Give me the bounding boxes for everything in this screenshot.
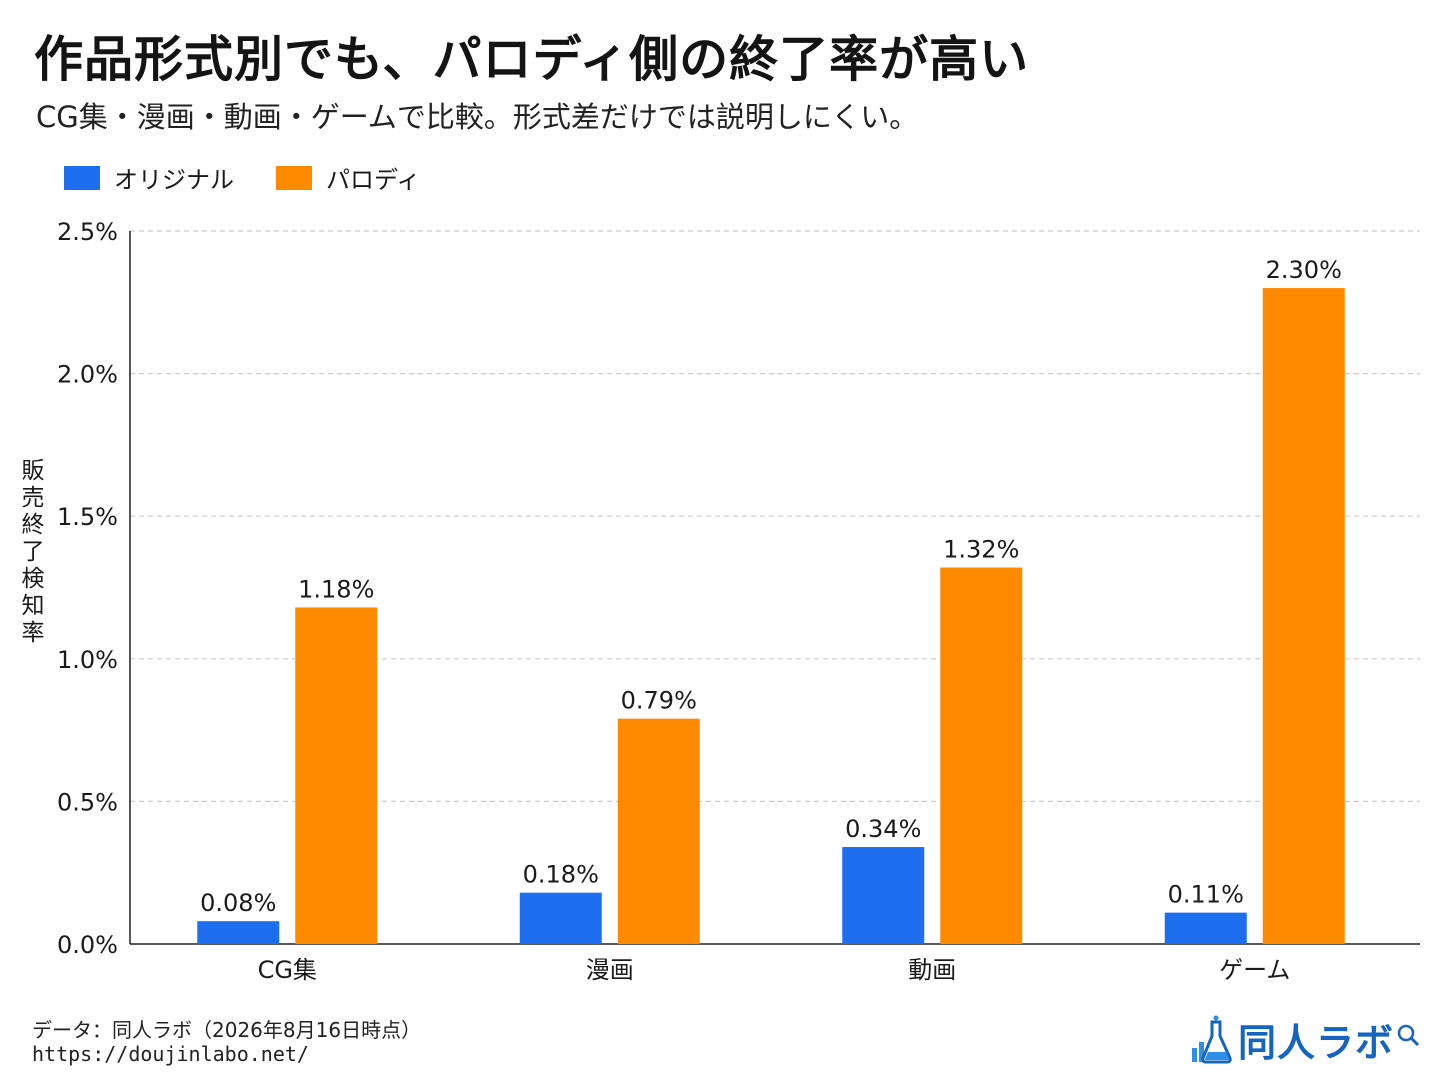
y-axis-label-char: 了	[21, 539, 45, 565]
chart-title: 作品形式別でも、パロディ側の終了率が高い	[34, 31, 1030, 88]
data-label: 1.18%	[298, 575, 374, 603]
data-label: 0.34%	[845, 815, 921, 843]
bar-parody	[940, 567, 1023, 944]
legend-item-original: オリジナル	[64, 160, 234, 195]
legend-label-original: オリジナル	[114, 166, 234, 194]
y-axis-label: 販売終了検知率	[18, 458, 48, 647]
data-label: 0.11%	[1168, 881, 1244, 909]
data-label: 0.08%	[200, 889, 276, 917]
bar-original	[842, 847, 925, 944]
y-axis-label-char: 率	[21, 620, 45, 646]
y-axis-label-char: 知	[21, 593, 45, 619]
source-url[interactable]: https://doujinlabo.net/	[32, 1042, 309, 1066]
magnifier-icon	[1397, 1024, 1420, 1046]
bar-original	[519, 892, 602, 944]
y-axis-label-char: 終	[21, 512, 45, 538]
x-tick-label: 動画	[908, 956, 956, 984]
site-logo[interactable]: 同人ラボ	[1190, 1012, 1420, 1067]
x-tick-label: 漫画	[586, 956, 634, 984]
x-tick-label: CG集	[258, 956, 317, 984]
legend-label-parody: パロディ	[326, 166, 421, 194]
x-tick-label: ゲーム	[1219, 956, 1290, 984]
data-label: 2.30%	[1266, 256, 1342, 284]
y-axis-label-char: 検	[21, 566, 45, 592]
data-source: データ：同人ラボ（2026年8月16日時点）	[32, 1018, 422, 1042]
legend-item-parody: パロディ	[276, 160, 420, 195]
y-axis-label-char: 売	[21, 485, 45, 511]
bar-original	[197, 921, 280, 944]
data-label: 0.79%	[621, 687, 697, 715]
legend-swatch-original	[64, 165, 100, 190]
flask-chart-icon	[1192, 1015, 1232, 1063]
logo-text: 同人ラボ	[1238, 1021, 1395, 1065]
legend: オリジナル パロディ	[64, 160, 462, 195]
y-tick-label: 1.0%	[57, 646, 118, 674]
y-axis-label-char: 販	[21, 458, 45, 484]
bar-parody	[295, 607, 378, 944]
data-label: 1.32%	[943, 536, 1019, 564]
y-tick-label: 2.5%	[57, 218, 118, 246]
chart-subtitle: CG集・漫画・動画・ゲームで比較。形式差だけでは説明しにくい。	[36, 100, 919, 134]
y-tick-label: 2.0%	[57, 361, 118, 389]
y-tick-label: 0.0%	[57, 931, 118, 959]
bar-parody	[1262, 288, 1345, 944]
data-label: 0.18%	[523, 861, 599, 889]
y-tick-label: 1.5%	[57, 503, 118, 531]
bar-parody	[617, 718, 700, 944]
y-tick-label: 0.5%	[57, 788, 118, 816]
legend-swatch-parody	[276, 165, 312, 190]
bar-original	[1164, 912, 1247, 944]
